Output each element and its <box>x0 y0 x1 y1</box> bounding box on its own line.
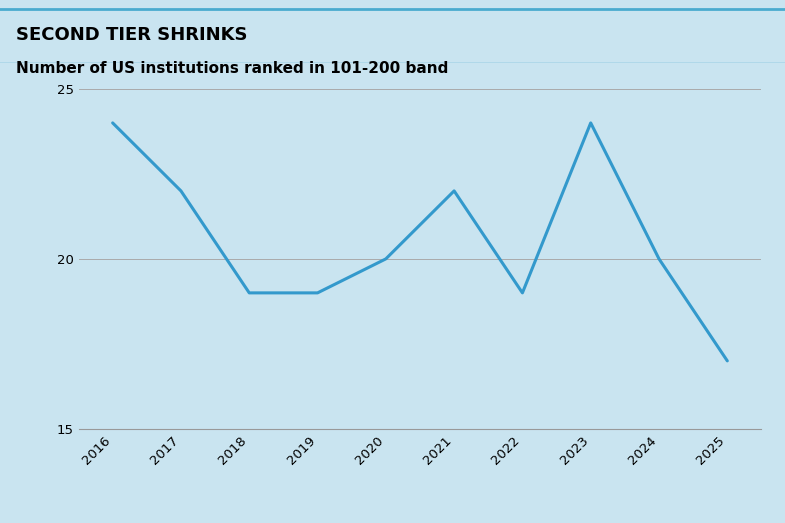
Text: Number of US institutions ranked in 101-200 band: Number of US institutions ranked in 101-… <box>16 61 448 76</box>
Text: SECOND TIER SHRINKS: SECOND TIER SHRINKS <box>16 26 247 43</box>
